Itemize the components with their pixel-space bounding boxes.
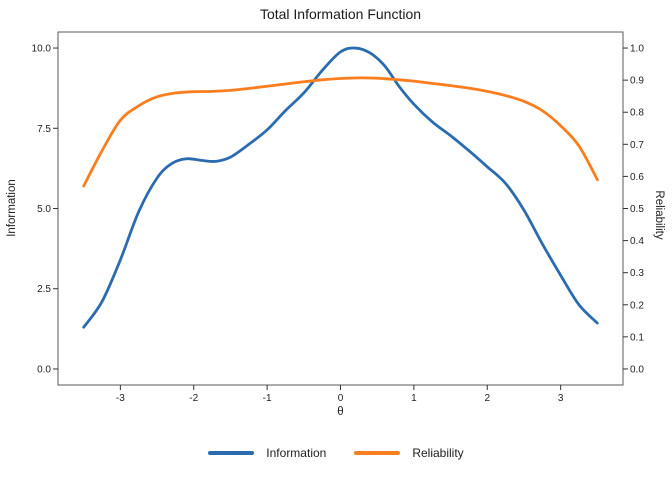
x-tick-label: 0 [338,393,344,404]
y-right-tick-label: 0.4 [630,236,644,247]
x-tick-label: -3 [116,393,125,404]
y-right-tick-label: 0.2 [630,300,644,311]
y-right-tick-label: 0.9 [630,76,644,87]
series-line-reliability [82,76,599,188]
y-right-tick-label: 0.8 [630,108,644,119]
x-tick-label: -2 [189,393,198,404]
x-tick-label: 2 [484,393,490,404]
y-right-tick-label: 0.5 [630,204,644,215]
series-line-information [82,46,599,329]
legend-swatch-information [208,451,255,455]
legend-item-information: Information [208,446,326,460]
x-axis-label: θ [337,406,344,418]
legend: Information Reliability [0,443,672,463]
y-right-tick-label: 0.1 [630,332,644,343]
y-right-tick-label: 0.3 [630,268,644,279]
legend-swatch-reliability [354,451,401,455]
y-left-tick-label: 5.0 [37,204,51,215]
x-tick-label: 1 [411,393,417,404]
legend-label: Information [266,446,327,460]
y-left-tick-label: 2.5 [37,284,51,295]
y-right-tick-label: 0.0 [630,364,644,375]
x-tick-label: -1 [263,393,272,404]
y-right-tick-label: 0.7 [630,140,644,151]
y-left-tick-label: 10.0 [32,44,52,55]
y-left-tick-label: 7.5 [37,124,51,135]
legend-label: Reliability [412,446,464,460]
y-right-tick-label: 0.6 [630,172,644,183]
x-tick-label: 3 [558,393,564,404]
panel-border [57,31,624,386]
chart-title: Total Information Function [259,6,422,22]
legend-item-reliability: Reliability [354,446,464,460]
y-left-tick-label: 0.0 [37,364,51,375]
y-right-tick-label: 1.0 [630,44,644,55]
